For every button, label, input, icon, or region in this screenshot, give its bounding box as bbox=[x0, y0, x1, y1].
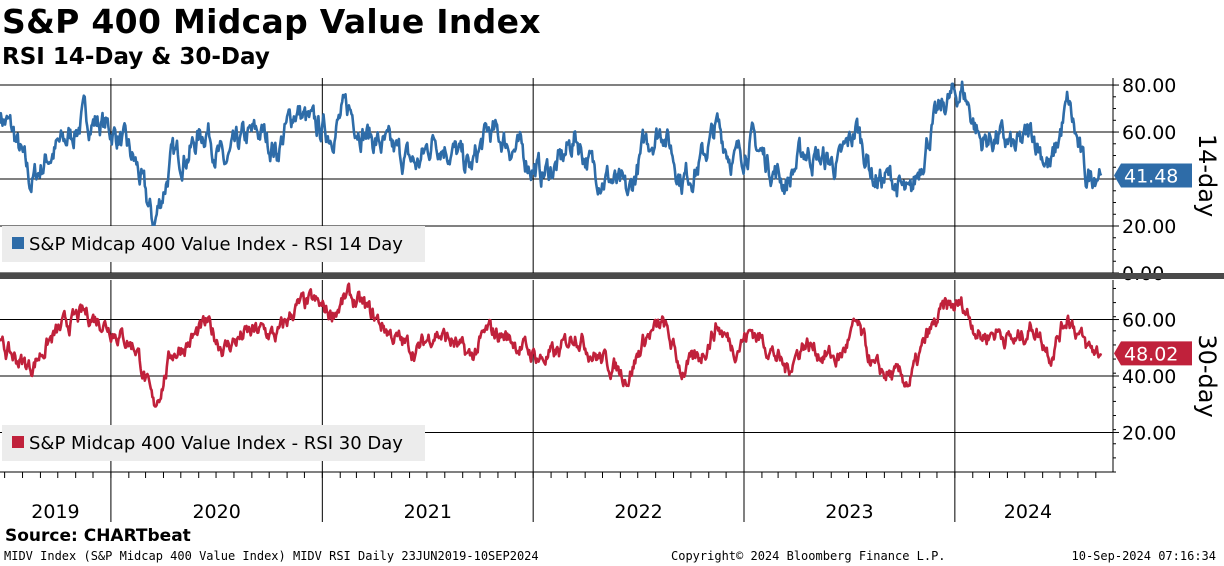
x-year-label: 2023 bbox=[825, 501, 873, 523]
rsi30-ytick-label: 20.00 bbox=[1122, 422, 1176, 444]
rsi14-ytick-label: 80.00 bbox=[1122, 75, 1176, 97]
panel-separator bbox=[0, 273, 1224, 279]
source-note: Source: CHARTbeat bbox=[5, 526, 191, 546]
rsi30-series-line bbox=[0, 282, 1103, 408]
rsi30-legend-swatch bbox=[12, 436, 24, 448]
x-year-label: 2019 bbox=[31, 501, 79, 523]
rsi14-last-value-tag bbox=[1114, 163, 1192, 188]
rsi14-legend-label: S&P Midcap 400 Value Index - RSI 14 Day bbox=[29, 234, 403, 255]
timestamp: 10-Sep-2024 07:16:34 bbox=[1071, 549, 1217, 563]
x-axis: 2019 2020 2021 2022 2023 2024 bbox=[0, 471, 1113, 523]
rsi30-last-value: 48.02 bbox=[1124, 343, 1178, 365]
rsi30-last-value-tag bbox=[1114, 341, 1192, 366]
rsi30-panel-label: 30-day bbox=[1193, 334, 1221, 417]
x-year-label: 2021 bbox=[404, 501, 452, 523]
copyright-note: Copyright© 2024 Bloomberg Finance L.P. bbox=[671, 549, 946, 563]
rsi14-legend-box bbox=[2, 226, 425, 262]
rsi30-legend-box bbox=[2, 425, 425, 461]
rsi30-ytick-label: 40.00 bbox=[1122, 366, 1176, 388]
x-year-label: 2020 bbox=[192, 501, 240, 523]
rsi14-ytick-label: 20.00 bbox=[1122, 216, 1176, 238]
rsi14-series-line bbox=[0, 80, 1103, 234]
rsi-30-panel: 60.00 40.00 20.00 48.02 30-day S&P Midcap 400… bbox=[0, 280, 1221, 473]
rsi14-panel-label: 14-day bbox=[1193, 134, 1221, 217]
rsi14-legend-swatch bbox=[12, 237, 24, 249]
x-year-label: 2022 bbox=[614, 501, 662, 523]
rsi14-ytick-label: 60.00 bbox=[1122, 122, 1176, 144]
x-year-label: 2024 bbox=[1004, 501, 1052, 523]
rsi14-last-value: 41.48 bbox=[1124, 166, 1178, 188]
rsi30-legend-label: S&P Midcap 400 Value Index - RSI 30 Day bbox=[29, 433, 403, 454]
rsi30-ytick-label: 60.00 bbox=[1122, 310, 1176, 332]
security-description: MIDV Index (S&P Midcap 400 Value Index) … bbox=[4, 549, 539, 563]
chart-title: S&P 400 Midcap Value Index bbox=[2, 2, 541, 41]
chart-subtitle: RSI 14-Day & 30-Day bbox=[2, 44, 270, 70]
